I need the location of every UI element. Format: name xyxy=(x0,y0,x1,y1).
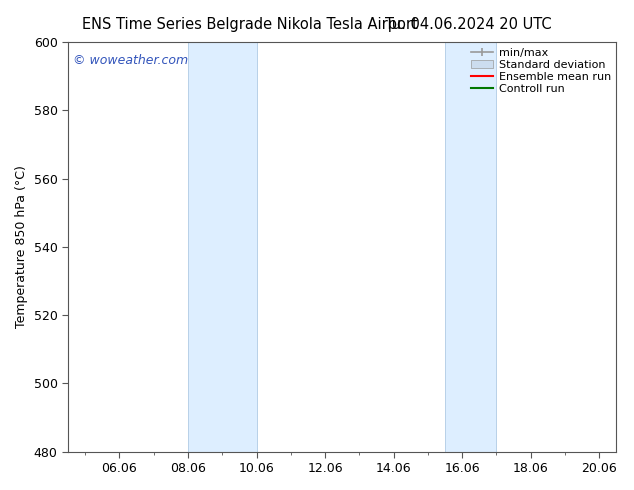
Legend: min/max, Standard deviation, Ensemble mean run, Controll run: min/max, Standard deviation, Ensemble me… xyxy=(469,46,613,97)
Bar xyxy=(188,42,257,452)
Text: Tu. 04.06.2024 20 UTC: Tu. 04.06.2024 20 UTC xyxy=(385,17,552,32)
Text: © woweather.com: © woweather.com xyxy=(74,54,188,67)
Text: ENS Time Series Belgrade Nikola Tesla Airport: ENS Time Series Belgrade Nikola Tesla Ai… xyxy=(82,17,418,32)
Y-axis label: Temperature 850 hPa (°C): Temperature 850 hPa (°C) xyxy=(15,166,28,328)
Bar xyxy=(445,42,496,452)
